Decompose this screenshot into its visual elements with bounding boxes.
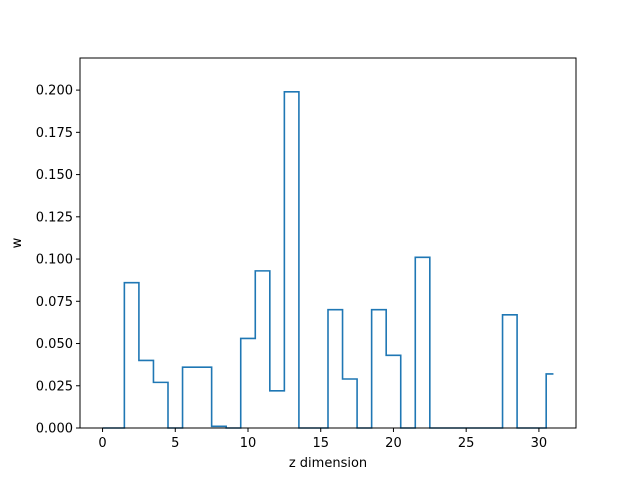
x-tick-label: 20 [385,436,402,451]
x-tick-label: 0 [98,436,106,451]
y-tick-label: 0.025 [36,379,73,394]
x-tick-label: 25 [458,436,475,451]
x-tick-label: 15 [312,436,329,451]
y-tick-label: 0.125 [36,210,73,225]
x-tick-label: 5 [171,436,179,451]
axes-frame [79,57,577,429]
y-tick-label: 0.175 [36,126,73,141]
x-tick-label: 30 [531,436,548,451]
y-tick-label: 0.050 [36,337,73,352]
y-tick-label: 0.000 [36,422,73,437]
y-tick-label: 0.150 [36,168,73,183]
y-tick-label: 0.100 [36,253,73,268]
axis-ticks: 0 5 10 15 20 25 30 0.000 0.025 0.050 0.075 0.100 0.1… [36,84,547,451]
y-tick-label: 0.200 [36,84,73,99]
y-tick-label: 0.075 [36,295,73,310]
x-tick-label: 10 [240,436,257,451]
y-axis-label: w [10,237,25,248]
x-axis-label: z dimension [289,456,367,471]
